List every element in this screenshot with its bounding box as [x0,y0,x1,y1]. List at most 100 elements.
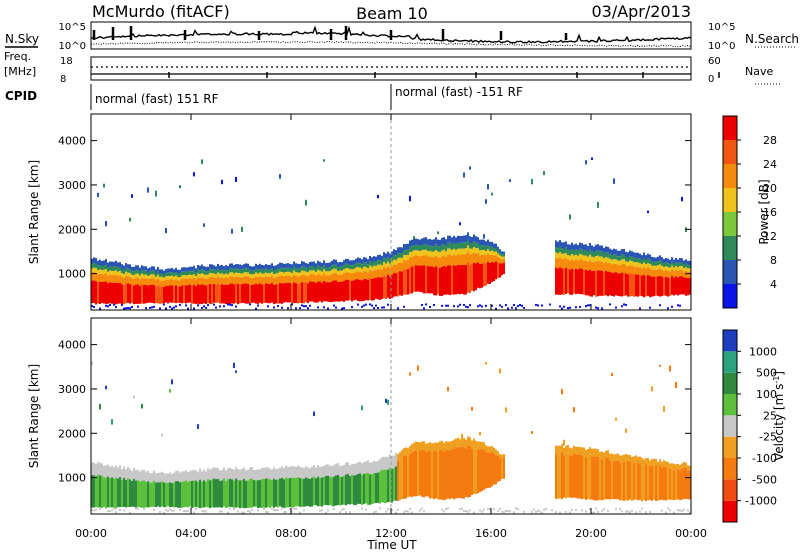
power-cell [251,284,253,303]
velocity-cell [113,507,115,510]
freq-panel: Freq. [MHz] 18 8 60 0 Nave [4,50,780,85]
power-cell [407,260,409,270]
power-cell [207,285,209,304]
colorbar-tick-label: 100 [756,388,777,401]
velocity-cell [157,482,159,507]
velocity-cell [223,478,225,507]
power-cell [363,262,365,267]
velocity-cell [307,478,309,506]
velocity-cell [111,465,113,478]
power-cell [135,277,137,285]
velocity-cell [317,476,319,507]
colorbar-tick-label: 25 [763,409,777,422]
power-cell [139,279,141,286]
power-cell [607,257,609,263]
power-cell [607,262,609,272]
velocity-cell [515,507,517,510]
power-cell [679,276,681,295]
power-cell [387,251,389,258]
power-cell [339,281,341,302]
power-cell [201,277,203,285]
power-cell [293,270,295,275]
velocity-cell [337,474,339,506]
power-cell [495,251,497,255]
velocity-cell [141,403,143,409]
power-cell [569,306,571,309]
velocity-cell [91,361,93,365]
power-cell [321,271,323,276]
power-cell [353,280,355,301]
velocity-cell [481,441,483,450]
power-cell [485,241,487,247]
power-cell [203,270,205,275]
power-cell [139,267,141,272]
colorbar-cell [723,394,737,416]
power-cell [479,304,481,307]
velocity-cell [233,362,235,368]
velocity-cell [361,474,363,505]
velocity-cell [641,464,643,502]
power-cell [449,242,451,249]
power-cell [165,279,167,286]
power-cell [119,267,121,272]
power-cell [401,271,403,296]
power-cell [181,271,183,276]
velocity-cell [163,511,165,514]
power-cell [423,237,425,245]
power-cell [295,283,297,303]
power-cell [679,304,681,307]
velocity-cell [683,462,685,468]
power-cell [593,246,595,253]
power-cell [601,270,603,296]
power-cell [151,284,153,303]
velocity-cell [233,508,235,511]
power-cell [351,273,353,281]
power-cell [225,273,227,278]
power-cell [423,265,425,294]
power-cell [585,260,587,270]
velocity-cell [625,454,627,461]
velocity-cell [187,481,189,508]
power-cell [489,262,491,284]
power-cell [411,251,413,257]
velocity-cell [313,411,315,417]
velocity-cell [671,463,673,469]
power-cell [681,262,683,267]
power-cell [229,283,231,304]
power-cell [91,280,93,304]
power-cell [645,260,647,265]
velocity-cell [271,469,273,480]
velocity-cell [131,470,133,481]
power-cell [355,279,357,300]
power-cell [373,265,375,271]
power-cell [587,246,589,252]
velocity-cell [97,474,99,508]
power-cell [185,285,187,304]
power-cell [95,263,97,269]
velocity-cell [279,467,281,479]
power-cell [649,306,651,309]
power-cell [679,258,681,263]
power-cell [607,271,609,297]
power-cell [377,269,379,278]
velocity-cell [467,445,469,498]
velocity-cell [471,406,473,411]
power-cell [315,272,317,276]
colorbar-cell [723,188,737,212]
velocity-cell [353,464,355,476]
velocity-cell [245,480,247,508]
power-cell [191,285,193,304]
power-cell [633,266,635,275]
power-cell [395,260,397,265]
velocity-cell [437,451,439,500]
power-cell [611,264,613,273]
power-cell [445,239,447,246]
velocity-cell [447,441,449,451]
velocity-cell [559,511,561,514]
velocity-cell [487,446,489,453]
velocity-cell [359,461,361,474]
velocity-cell [643,465,645,501]
velocity-cell [389,454,391,468]
velocity-cell [251,467,253,479]
power-cell [359,279,361,302]
